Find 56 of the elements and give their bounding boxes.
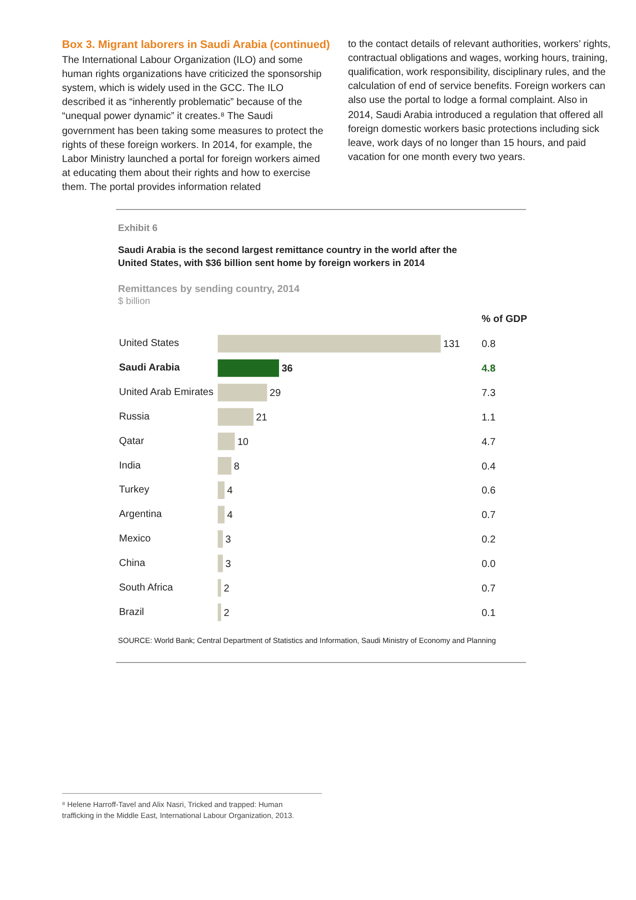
x-axis-title: $ billion bbox=[118, 295, 150, 309]
data-label: 3 bbox=[225, 534, 232, 546]
bar bbox=[218, 408, 254, 426]
bar bbox=[218, 456, 232, 474]
text: The International Labour Organization (ILO) and some human rights organizations have criticized the sponsorship system, which is widely used in the GCC. The ILO described it as “inherently problematic” because of the “unequal power dynamic” it creates.⁸ The Saudi government has been taking some measures to protect the rights of these foreign workers. In 2014, for example, the Labor Ministry launched a portal for foreign workers aimed at educating them about their rights and how to exercise them. The portal provides information related bbox=[62, 54, 324, 194]
data-label: 8 bbox=[234, 460, 240, 472]
y-tick-label: China bbox=[119, 558, 146, 569]
text: 0.8 bbox=[482, 338, 496, 350]
bar bbox=[218, 432, 235, 450]
y-tick-label: South Africa bbox=[119, 582, 174, 593]
data-label: 2 bbox=[224, 607, 230, 618]
data-label: 3 bbox=[225, 558, 232, 570]
y-tick-label: Argentina bbox=[119, 508, 162, 520]
bar bbox=[218, 505, 225, 524]
chart-title: Saudi Arabia is the second largest remittance country in the world after the United States, with $36 billion sent home by foreign workers in 2014 bbox=[118, 244, 458, 271]
data-label: 21 bbox=[256, 412, 268, 424]
text: 1.1 bbox=[482, 412, 496, 424]
data-label: 10 bbox=[237, 436, 249, 448]
text: 4.7 bbox=[482, 436, 496, 448]
text: 0.4 bbox=[482, 460, 496, 472]
text: 0.7 bbox=[482, 510, 496, 521]
data-label: 4 bbox=[227, 510, 234, 521]
y-tick-label: Brazil bbox=[119, 606, 144, 618]
data-label: 131 bbox=[443, 338, 460, 350]
bar bbox=[218, 358, 280, 377]
text: Exhibit 6 bbox=[118, 222, 158, 236]
data-label: 4 bbox=[227, 485, 234, 496]
text: 7.3 bbox=[482, 388, 496, 399]
text: 0.0 bbox=[482, 558, 496, 570]
bar bbox=[218, 383, 268, 401]
y-tick-label: Mexico bbox=[119, 533, 152, 544]
text: Box 3. Migrant laborers in Saudi Arabia (continued) bbox=[62, 38, 330, 53]
text: % of GDP bbox=[482, 313, 528, 324]
bar bbox=[218, 603, 222, 621]
y-tick-label: Russia bbox=[119, 411, 150, 422]
bar bbox=[218, 554, 223, 572]
text: 0.1 bbox=[482, 607, 496, 618]
y-tick-label: United Arab Emirates bbox=[119, 386, 214, 398]
data-label: 2 bbox=[224, 582, 230, 594]
y-tick-label: Qatar bbox=[119, 435, 145, 446]
text: 0.6 bbox=[482, 485, 496, 496]
text: 0.7 bbox=[482, 582, 496, 594]
bar bbox=[218, 578, 222, 596]
y-tick-label: Turkey bbox=[119, 484, 150, 496]
bar bbox=[218, 481, 225, 499]
data-label: 29 bbox=[270, 388, 282, 399]
bar bbox=[218, 334, 441, 352]
text: to the contact details of relevant authorities, workers’ rights, contractual obligations and wages, working hours, training, qualification, work responsibility, disciplinary rules, and the calculation of end of service benefits. Foreign workers can also use the portal to lodge a formal complaint. Also in 2014, Saudi Arabia introduced a regulation that offered all foreign domestic workers basic protections including sick leave, work days of no longer than 15 hours, and paid vacation for one month every two years. bbox=[348, 38, 611, 164]
data-label: 36 bbox=[282, 363, 294, 374]
text: 4.8 bbox=[482, 363, 496, 374]
text: 0.2 bbox=[482, 534, 496, 546]
chart-subtitle: Remittances by sending country, 2014 bbox=[118, 282, 300, 297]
bar bbox=[218, 530, 223, 548]
y-tick-label: Saudi Arabia bbox=[119, 362, 180, 374]
y-tick-label: India bbox=[119, 460, 142, 471]
y-tick-label: United States bbox=[119, 338, 180, 349]
